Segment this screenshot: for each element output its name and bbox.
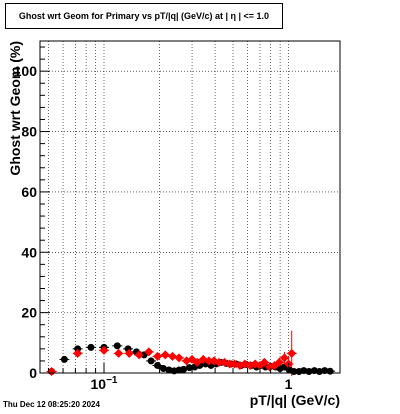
y-tick-label: 100 (14, 63, 38, 79)
black-circle-point (147, 357, 155, 365)
black-circle-point (60, 355, 68, 363)
black-circle-point (185, 364, 193, 372)
black-circle-point (180, 365, 188, 373)
black-circle-point (87, 343, 95, 351)
chart-title: Ghost wrt Geom for Primary vs pT/|q| (Ge… (5, 3, 283, 29)
plot-frame (39, 40, 341, 374)
black-circle-point (113, 342, 121, 350)
black-circle-point (165, 366, 173, 374)
data-points (47, 342, 334, 376)
red-diamond-point (225, 359, 235, 369)
red-diamond-point (274, 357, 284, 367)
x-axis-label: pT/|q| (GeV/c) (250, 392, 340, 408)
timestamp: Thu Dec 12 08:25:20 2024 (3, 400, 100, 409)
red-diamond-point (259, 357, 269, 367)
black-circle-point (326, 367, 334, 375)
red-diamond-point (279, 353, 289, 363)
red-diamond-point (174, 353, 184, 363)
grid-lines (40, 41, 340, 374)
red-diamond-point (192, 357, 202, 367)
y-tick-label: 0 (29, 365, 37, 381)
y-tick-label: 40 (21, 244, 37, 260)
x-tick-label: 10−1 (91, 375, 118, 392)
black-circle-point (154, 361, 162, 369)
black-circle-point (159, 364, 167, 372)
black-circle-point (74, 345, 82, 353)
y-tick-label: 80 (21, 124, 37, 140)
red-diamond-point (114, 348, 124, 358)
black-circle-point (321, 367, 329, 375)
red-diamond-point (160, 350, 170, 360)
y-tick-label: 20 (21, 305, 37, 321)
chart-title-text: Ghost wrt Geom for Primary vs pT/|q| (Ge… (18, 11, 270, 21)
x-tick-label: 1 (285, 376, 293, 392)
red-diamond-point (287, 348, 297, 358)
red-diamond-point (214, 357, 224, 367)
y-tick-label: 60 (21, 184, 37, 200)
red-diamond-point (73, 348, 83, 358)
red-diamond-point (153, 351, 163, 361)
red-diamond-point (134, 350, 144, 360)
y-axis-label: Ghost wrt Geom (%) (7, 41, 23, 176)
red-diamond-point (204, 356, 214, 366)
axis-ticks (40, 46, 290, 374)
red-diamond-point (167, 351, 177, 361)
red-diamond-point (47, 366, 57, 376)
red-diamond-point (124, 348, 134, 358)
red-diamond-point (99, 345, 109, 355)
red-diamond-point (144, 347, 154, 357)
tick-labels: 0 20 40 60 80 100 10−1 1 (14, 63, 293, 392)
